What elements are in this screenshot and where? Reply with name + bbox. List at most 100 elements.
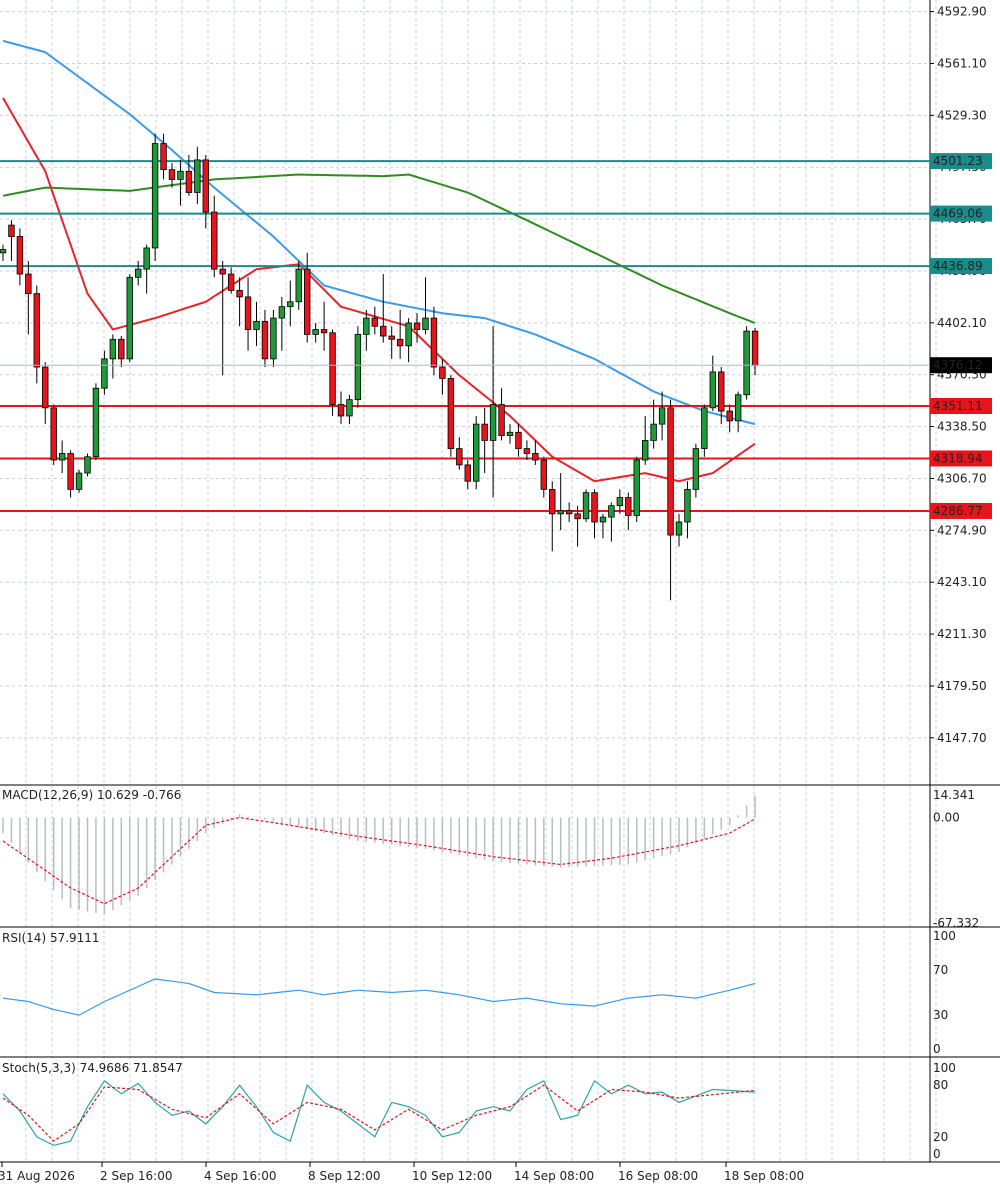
candle-body: [75, 472, 83, 490]
candle-body: [211, 211, 218, 270]
x-tick-label: 4 Sep 16:00: [204, 1169, 276, 1183]
candle-body: [447, 378, 455, 449]
candle-body: [456, 448, 463, 466]
candle-body: [675, 521, 683, 536]
candle-body: [582, 492, 590, 520]
candle-body: [42, 366, 49, 409]
candle-body: [616, 497, 624, 507]
candle-body: [718, 371, 725, 412]
candle-body: [185, 170, 193, 193]
candle-body: [481, 423, 488, 441]
candle-body: [430, 317, 438, 368]
y-tick-label: 4529.30: [937, 108, 987, 122]
candle-body: [658, 407, 666, 425]
stoch-d-line: [2, 1084, 756, 1142]
candle-body: [312, 329, 319, 335]
level-label-box: [930, 205, 992, 222]
candle-body: [194, 159, 201, 193]
candle-body: [244, 296, 252, 330]
candle-body: [591, 492, 598, 523]
candle-body: [540, 459, 547, 490]
candle-body: [84, 456, 91, 474]
macd-axis-label: -67.332: [933, 916, 979, 930]
candle-body: [329, 332, 336, 405]
candle-body: [261, 320, 269, 360]
ma-slow-line: [2, 173, 756, 324]
candle-body: [354, 334, 362, 401]
candle-body: [67, 453, 74, 490]
candle-body: [219, 268, 226, 275]
candle-body: [320, 329, 328, 334]
y-tick-label: 4274.90: [937, 523, 987, 537]
level-label: 4351.11: [933, 399, 983, 413]
candle-body: [692, 448, 700, 490]
candle-body: [506, 431, 514, 436]
stoch-label: Stoch(5,3,3) 74.9686 71.8547: [2, 1061, 183, 1075]
candle-body: [549, 488, 556, 515]
x-tick-label: 10 Sep 12:00: [412, 1169, 492, 1183]
candle-body: [701, 407, 708, 449]
level-label: 4318.94: [933, 451, 983, 465]
y-tick-label: 4306.70: [937, 471, 987, 485]
candle-body: [50, 407, 57, 461]
candle-body: [168, 169, 176, 180]
ma-fast-line: [2, 97, 756, 483]
candle-body: [287, 301, 294, 308]
candle-body: [565, 510, 573, 515]
candle-body: [109, 338, 117, 360]
macd-signal-line: [2, 816, 756, 905]
candle-body: [227, 273, 235, 291]
candle-body: [143, 247, 150, 270]
y-tick-label: 4211.30: [937, 627, 987, 641]
candle-body: [523, 448, 531, 454]
current-price-label: 4376.12: [933, 358, 983, 372]
candle-body: [25, 273, 32, 295]
candle-body: [337, 404, 345, 417]
candle-body: [422, 317, 429, 330]
candle-body: [253, 320, 260, 330]
y-tick-label: 4592.90: [937, 5, 987, 19]
level-label: 4436.89: [933, 259, 983, 273]
candle-body: [667, 407, 674, 536]
rsi-label: RSI(14) 57.9111: [2, 931, 100, 945]
candle-body: [625, 497, 632, 516]
ma-mid-line: [2, 39, 756, 426]
y-tick-label: 4179.50: [937, 679, 987, 693]
candle-body: [160, 143, 167, 171]
candle-body: [101, 358, 108, 389]
candle-body: [751, 330, 759, 366]
candle-body: [633, 459, 640, 516]
candle-body: [151, 143, 159, 249]
candle-body: [498, 404, 505, 436]
candle-body: [118, 338, 125, 360]
level-label-box: [930, 258, 992, 275]
y-tick-label: 4147.70: [937, 731, 987, 745]
candle-body: [177, 170, 184, 180]
rsi-axis-label: 100: [933, 929, 956, 943]
candle-body: [236, 289, 243, 298]
candle-body: [405, 322, 412, 347]
candle-body: [33, 293, 40, 368]
candle-body: [270, 317, 277, 360]
candle-body: [439, 366, 446, 379]
candle-body: [709, 371, 716, 409]
level-label-box: [930, 153, 992, 170]
candle-body: [58, 453, 66, 461]
candle-body: [464, 464, 471, 482]
level-label-box: [930, 450, 992, 467]
candle-body: [515, 431, 522, 449]
x-tick-label: 14 Sep 08:00: [514, 1169, 594, 1183]
y-tick-label: 4338.50: [937, 420, 987, 434]
candle-body: [134, 268, 142, 278]
candle-body: [413, 322, 421, 330]
candle-body: [608, 505, 615, 518]
x-tick-label: 31 Aug 2026: [0, 1169, 75, 1183]
rsi-axis-label: 30: [933, 1008, 948, 1022]
y-tick-label: 4402.10: [937, 316, 987, 330]
candle-body: [650, 423, 657, 441]
x-tick-label: 18 Sep 08:00: [724, 1169, 804, 1183]
candle-body: [642, 440, 649, 461]
y-tick-label: 4561.10: [937, 56, 987, 70]
candle-body: [734, 394, 742, 422]
